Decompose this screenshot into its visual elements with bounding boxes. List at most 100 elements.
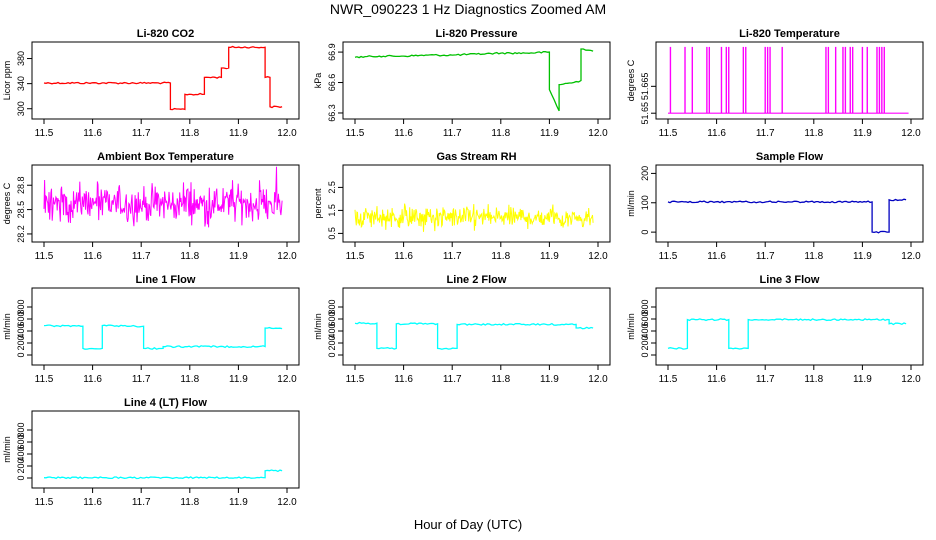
figure-xlabel: Hour of Day (UTC) [413,517,523,532]
x-tick-label: 11.5 [659,128,678,139]
x-tick-label: 11.9 [853,374,872,385]
panel-ylabel: ml/min [313,313,323,340]
plot-frame [655,287,924,366]
y-tick-label: 600 [327,311,337,326]
x-tick-label: 11.9 [853,128,872,139]
panel-ylabel: Licor ppm [2,61,12,101]
x-tick-label: 11.8 [491,128,510,139]
panel-ylabel: ml/min [626,190,636,217]
y-tick-label: 800 [640,299,650,314]
panel-ylabel: ml/min [2,313,12,340]
panel-ylabel: kPa [313,73,323,89]
panel-2: Li-820 Pressure kPa 11.5 11.6 11.7 11.8 11.9 12… [313,28,611,139]
x-tick-label: 11.5 [346,128,365,139]
x-tick-label: 11.6 [707,374,726,385]
y-tick-label: 200 [16,335,26,350]
y-tick-label: 2.5 [327,181,337,194]
x-tick-label: 12.0 [588,374,608,385]
x-tick-label: 11.8 [804,128,823,139]
panel-6: Sample Flow ml/min 11.5 11.6 11.7 11.8 11.9 12.… [626,151,924,262]
x-tick-label: 11.9 [540,374,559,385]
x-tick-label: 12.0 [901,128,921,139]
x-tick-label: 11.7 [132,497,151,508]
x-tick-label: 11.6 [83,251,102,262]
x-tick-label: 12.0 [277,251,297,262]
panel-7: Line 1 Flow ml/min 11.5 11.6 11.7 11.8 11.9 12.… [2,274,300,385]
panel-title: Line 1 Flow [136,274,196,286]
x-tick-label: 11.5 [35,128,54,139]
panel-title: Line 3 Flow [760,274,820,286]
y-tick-label: 800 [16,422,26,437]
x-tick-label: 11.8 [180,374,199,385]
plot-frame [342,41,611,120]
x-tick-label: 11.6 [394,128,413,139]
panel-ylabel: degrees C [2,182,12,224]
y-tick-label: 400 [640,323,650,338]
y-tick-label: 28.8 [16,176,26,194]
y-tick-label: 200 [327,335,337,350]
x-tick-label: 11.7 [132,374,151,385]
x-tick-label: 11.6 [83,374,102,385]
plot-frame [31,41,300,120]
x-tick-label: 11.5 [35,497,54,508]
panel-9: Line 3 Flow ml/min 11.5 11.6 11.7 11.8 11.9 12.… [626,274,924,385]
y-tick-label: 340 [16,76,26,91]
plot-frame [31,410,300,489]
plot-frame [342,287,611,366]
x-tick-label: 11.9 [229,497,248,508]
x-tick-label: 11.7 [443,128,462,139]
series-line [354,48,594,112]
x-tick-label: 12.0 [588,128,608,139]
panel-ylabel: ml/min [626,313,636,340]
x-tick-label: 11.8 [180,497,199,508]
panel-5: Gas Stream RH percent 11.5 11.6 11.7 11.8 11.9… [313,151,611,262]
y-tick-label: 0.5 [327,227,337,240]
panel-title: Line 2 Flow [447,274,507,286]
x-tick-label: 11.5 [346,251,365,262]
x-tick-label: 11.8 [180,128,199,139]
x-tick-label: 11.7 [132,251,151,262]
panel-ylabel: percent [313,188,323,219]
figure-title: NWR_090223 1 Hz Diagnostics Zoomed AM [329,1,607,17]
panel-ylabel: degrees C [626,59,636,101]
x-tick-label: 11.9 [540,251,559,262]
x-tick-label: 11.6 [707,128,726,139]
panel-ylabel: ml/min [2,436,12,463]
y-tick-label: 0 [16,352,26,357]
y-tick-label: 1.5 [327,204,337,217]
x-tick-label: 11.8 [804,251,823,262]
y-tick-label: 0 [640,352,650,357]
x-tick-label: 11.6 [394,374,413,385]
x-tick-label: 11.9 [229,374,248,385]
y-tick-label: 66.9 [327,43,337,61]
x-tick-label: 12.0 [901,251,921,262]
x-tick-label: 11.8 [491,251,510,262]
panel-3: Li-820 Temperature degrees C 11.5 11.6 11.7 1… [626,28,924,139]
x-tick-label: 11.5 [346,374,365,385]
x-tick-label: 11.9 [540,128,559,139]
y-tick-label: 66.6 [327,74,337,92]
plot-frame [342,164,611,243]
panel-title: Li-820 CO2 [137,28,194,40]
y-tick-label: 28.2 [16,225,26,243]
x-tick-label: 11.6 [83,497,102,508]
y-tick-label: 0 [640,230,650,235]
panel-1: Li-820 CO2 Licor ppm 11.5 11.6 11.7 11.8 11.9 1… [2,28,300,139]
x-tick-label: 11.5 [35,374,54,385]
x-tick-label: 11.5 [35,251,54,262]
plot-frame [655,164,924,243]
y-tick-label: 400 [327,323,337,338]
panel-title: Ambient Box Temperature [97,151,234,163]
x-tick-label: 12.0 [588,251,608,262]
x-tick-label: 11.8 [180,251,199,262]
x-tick-label: 11.5 [659,251,678,262]
series-line [43,324,283,350]
y-tick-label: 800 [327,299,337,314]
series-line [43,166,283,228]
y-tick-label: 600 [16,311,26,326]
panel-title: Gas Stream RH [436,151,516,163]
series-line [667,318,907,350]
x-tick-label: 11.6 [394,251,413,262]
y-tick-label: 28.5 [16,201,26,219]
